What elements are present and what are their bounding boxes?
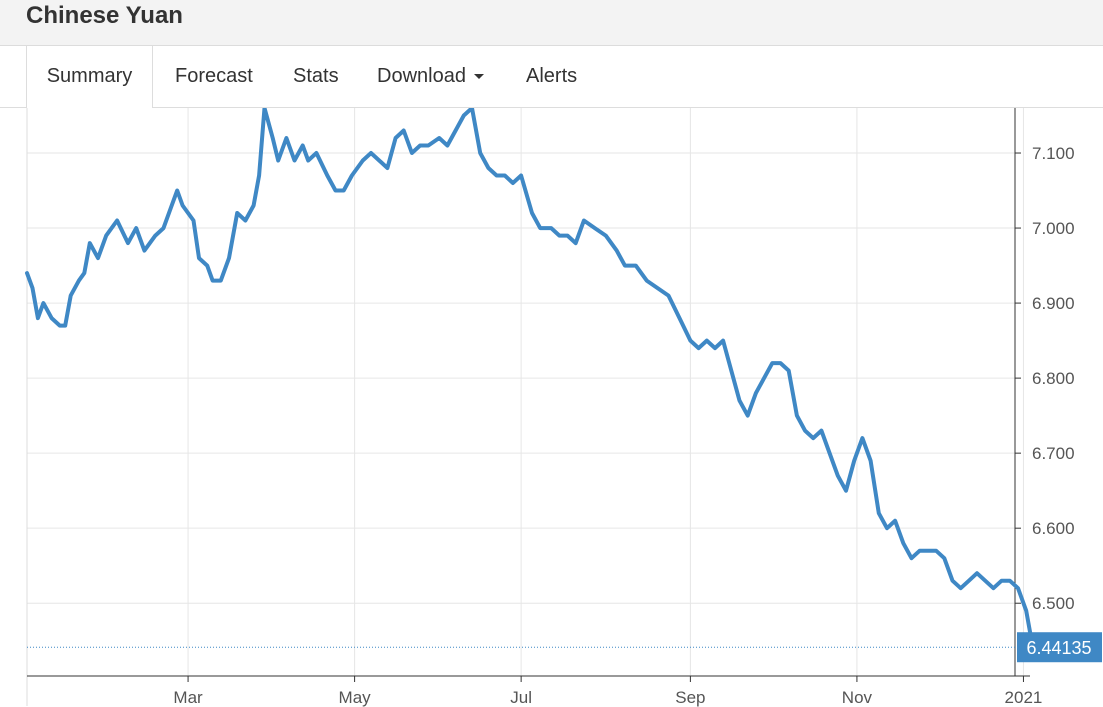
x-tick-label: May — [339, 688, 372, 707]
x-tick-label: Nov — [842, 688, 873, 707]
y-tick-label: 7.100 — [1032, 144, 1075, 163]
price-chart[interactable]: 6.500 6.600 6.700 6.800 6.900 7.000 7.100 Mar Ma… — [0, 108, 1103, 707]
y-tick-label: 6.600 — [1032, 519, 1075, 538]
tab-stats[interactable]: Stats — [293, 65, 339, 87]
current-value-badge — [1017, 632, 1102, 663]
page-title: Chinese Yuan — [26, 2, 183, 29]
y-tick-label: 7.000 — [1032, 219, 1075, 238]
x-tick-label: 2021 — [1005, 688, 1043, 707]
tab-forecast[interactable]: Forecast — [175, 65, 253, 87]
y-tick-label: 6.500 — [1032, 594, 1075, 613]
tab-alerts[interactable]: Alerts — [526, 65, 578, 87]
tab-summary[interactable]: Summary — [27, 46, 153, 108]
x-tick-label: Sep — [675, 688, 705, 707]
series-line[interactable] — [25, 108, 1042, 651]
x-tick-label: Mar — [173, 688, 203, 707]
y-tick-label: 6.900 — [1032, 294, 1075, 313]
x-tick-label: Jul — [510, 688, 532, 707]
title-bar: Chinese Yuan — [0, 0, 1103, 46]
y-tick-label: 6.700 — [1032, 444, 1075, 463]
tab-bar-divider — [26, 46, 27, 107]
tab-download-label: Download — [377, 65, 466, 87]
tab-download[interactable]: Download — [377, 46, 484, 107]
y-tick-label: 6.800 — [1032, 369, 1075, 388]
caret-down-icon — [473, 74, 484, 80]
tab-bar: Summary Forecast Stats Download Alerts — [0, 46, 1103, 108]
current-value-label: 6.44135 — [1026, 638, 1091, 658]
